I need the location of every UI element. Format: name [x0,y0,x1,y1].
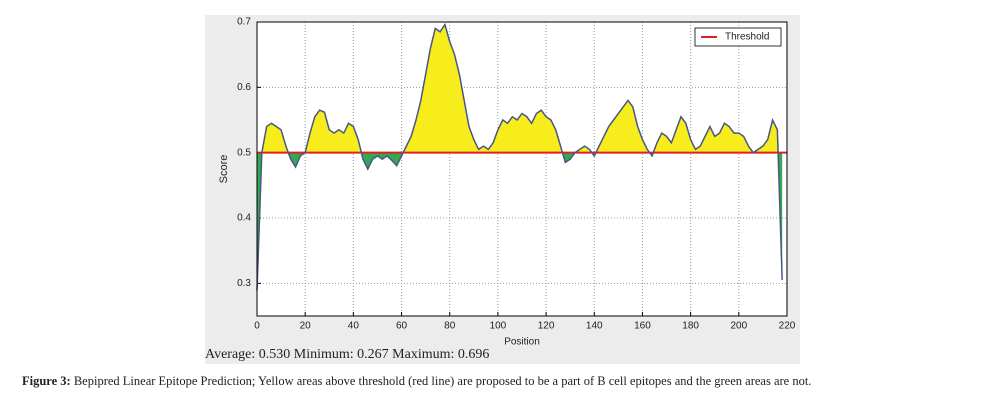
y-tick-label: 0.7 [237,17,251,28]
plot-border [256,21,788,317]
x-axis-label: Position [504,337,540,348]
y-tick-label: 0.6 [237,82,251,93]
stats-text: Average: 0.530 Minimum: 0.267 Maximum: 0… [205,347,489,362]
x-tick-label: 140 [586,321,603,332]
y-axis-label: Score [218,155,230,184]
legend-label: Threshold [725,32,769,43]
caption: Figure 3: Bepipred Linear Epitope Predic… [22,372,990,390]
y-tick-label: 0.5 [237,147,251,158]
x-tick-label: 220 [779,321,796,332]
x-tick-label: 100 [490,321,507,332]
x-tick-label: 40 [348,321,360,332]
x-tick-label: 200 [730,321,747,332]
area-above [261,24,779,153]
caption-label: Figure 3: [22,374,71,388]
x-tick-label: 20 [300,321,312,332]
y-tick-label: 0.4 [237,213,251,224]
x-tick-label: 120 [538,321,555,332]
x-tick-label: 180 [682,321,699,332]
plot-area [257,22,787,316]
x-tick-label: 60 [396,321,408,332]
y-tick-label: 0.3 [237,278,251,289]
figure: Position Score Average: 0.530 Minimum: 0… [205,15,800,364]
score-line [256,22,783,291]
x-tick-label: 0 [254,321,260,332]
legend-box [694,27,782,47]
caption-text: Bepipred Linear Epitope Prediction; Yell… [73,374,812,388]
x-tick-label: 160 [634,321,651,332]
x-tick-label: 80 [444,321,456,332]
